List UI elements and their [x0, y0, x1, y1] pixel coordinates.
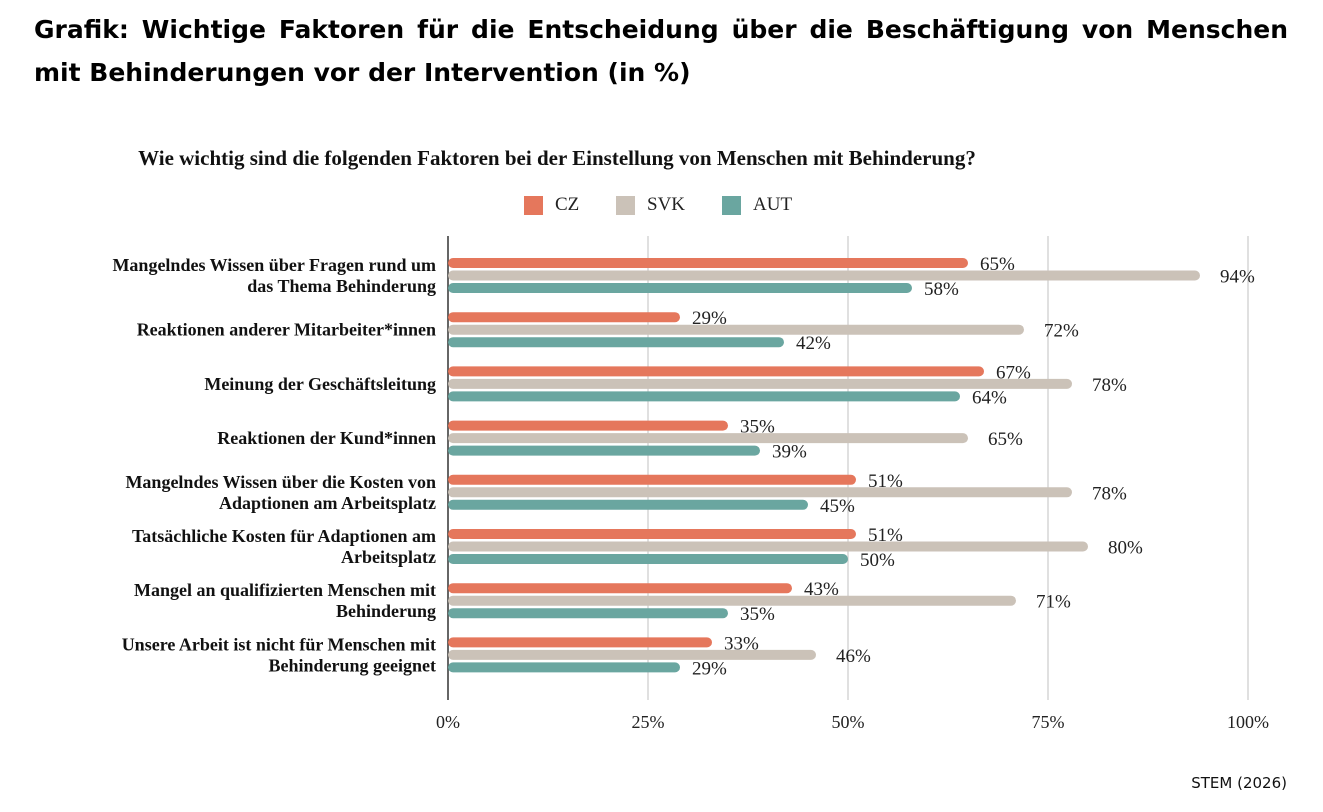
bar-cz — [448, 583, 792, 594]
category-label: Reaktionen anderer Mitarbeiter*innen — [137, 320, 436, 340]
bar-cz — [448, 529, 856, 539]
data-label-svk: 71% — [1036, 592, 1071, 613]
bar-svk — [448, 595, 1016, 606]
bar-aut — [448, 283, 912, 293]
data-label-svk: 94% — [1220, 267, 1255, 288]
bar-svk — [448, 649, 816, 660]
bar-aut — [448, 337, 784, 348]
bar-aut — [448, 499, 808, 510]
category-label: Meinung der Geschäftsleitung — [204, 374, 436, 394]
data-label-cz: 43% — [804, 579, 839, 600]
data-label-svk: 65% — [988, 429, 1023, 450]
category-label: Tatsächliche Kosten für Adaptionen am — [132, 526, 436, 546]
x-tick-label: 50% — [832, 712, 865, 732]
data-label-aut: 39% — [772, 442, 807, 463]
data-label-aut: 64% — [972, 387, 1007, 408]
bar-aut — [448, 391, 960, 402]
data-label-svk: 78% — [1092, 483, 1127, 504]
data-label-svk: 80% — [1108, 538, 1143, 559]
category-label: Reaktionen der Kund*innen — [217, 428, 436, 448]
source-note: STEM (2026) — [1191, 774, 1287, 792]
chart-title: Wie wichtig sind die folgenden Faktoren … — [138, 146, 976, 170]
category-label: Behinderung geeignet — [268, 655, 436, 675]
data-label-svk: 72% — [1044, 321, 1079, 342]
category-label: Mangelndes Wissen über Fragen rund um — [112, 255, 436, 275]
bar-cz — [448, 312, 680, 323]
legend-swatch-cz — [524, 195, 543, 215]
category-label: Adaptionen am Arbeitsplatz — [219, 493, 436, 513]
category-label: Mangelndes Wissen über die Kosten von — [125, 472, 436, 492]
data-label-cz: 67% — [996, 362, 1031, 383]
category-label: Behinderung — [336, 601, 436, 621]
x-tick-label: 0% — [436, 712, 460, 732]
legend-label-svk: SVK — [647, 194, 686, 215]
data-label-cz: 65% — [980, 254, 1015, 275]
page-title: Grafik: Wichtige Faktoren für die Entsch… — [34, 15, 1288, 87]
bar-svk — [448, 541, 1088, 552]
data-label-cz: 33% — [724, 633, 759, 654]
data-label-aut: 42% — [796, 333, 831, 354]
data-label-cz: 51% — [868, 525, 903, 546]
legend-swatch-aut — [722, 195, 741, 215]
bar-aut — [448, 554, 848, 564]
legend-label-cz: CZ — [555, 194, 580, 215]
bar-cz — [448, 474, 856, 485]
bar-cz — [448, 637, 712, 648]
bar-svk — [448, 324, 1024, 335]
category-label: Unsere Arbeit ist nicht für Menschen mit — [122, 634, 436, 654]
bar-cz — [448, 366, 984, 377]
category-label: das Thema Behinderung — [247, 276, 436, 296]
data-label-cz: 29% — [692, 308, 727, 329]
x-tick-label: 75% — [1032, 712, 1065, 732]
data-label-svk: 78% — [1092, 375, 1127, 396]
data-label-aut: 35% — [740, 604, 775, 625]
x-tick-label: 100% — [1227, 712, 1269, 732]
x-tick-label: 25% — [632, 712, 665, 732]
bar-svk — [448, 378, 1072, 389]
category-label: Mangel an qualifizierten Menschen mit — [134, 580, 436, 600]
data-label-cz: 35% — [740, 417, 775, 438]
chart-legend: CZ SVK AUT — [0, 194, 1323, 220]
bar-svk — [448, 433, 968, 444]
bar-svk — [448, 270, 1200, 281]
legend-swatch-svk — [616, 195, 635, 215]
data-label-aut: 45% — [820, 496, 855, 517]
data-label-aut: 50% — [860, 550, 895, 571]
data-label-aut: 58% — [924, 279, 959, 300]
data-label-cz: 51% — [868, 471, 903, 492]
bar-svk — [448, 487, 1072, 498]
bar-aut — [448, 608, 728, 619]
data-label-svk: 46% — [836, 646, 871, 667]
bar-aut — [448, 662, 680, 673]
legend-label-aut: AUT — [753, 194, 793, 215]
bar-aut — [448, 445, 760, 456]
bar-cz — [448, 420, 728, 431]
category-label: Arbeitsplatz — [341, 547, 436, 567]
data-label-aut: 29% — [692, 658, 727, 679]
legend-item-aut: AUT — [722, 194, 792, 216]
bar-cz — [448, 258, 968, 268]
legend-item-cz: CZ — [524, 194, 579, 216]
legend-item-svk: SVK — [616, 194, 685, 216]
